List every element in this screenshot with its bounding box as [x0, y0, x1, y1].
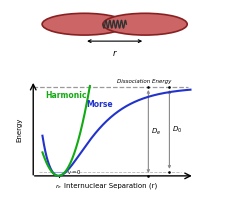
Circle shape — [103, 13, 187, 35]
Text: $v=0$: $v=0$ — [67, 168, 82, 176]
Text: $r_e$: $r_e$ — [55, 182, 62, 191]
Text: Morse: Morse — [87, 100, 113, 109]
Text: Harmonic: Harmonic — [45, 91, 87, 100]
Text: $r$: $r$ — [112, 48, 118, 58]
Text: Dissociation Energy: Dissociation Energy — [117, 79, 172, 84]
Text: $D_e$: $D_e$ — [151, 126, 161, 137]
Circle shape — [42, 13, 126, 35]
Text: Internuclear Separation (r): Internuclear Separation (r) — [64, 183, 157, 189]
Text: Energy: Energy — [16, 118, 22, 142]
Text: $D_0$: $D_0$ — [172, 124, 182, 135]
